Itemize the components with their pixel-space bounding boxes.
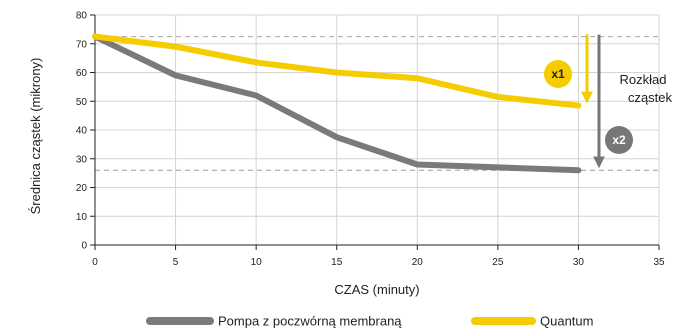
x-axis-title: CZAS (minuty) [334,282,419,297]
badge-x2-circle [605,126,633,154]
distribution-label-line-1: Rozkład [620,72,667,87]
x-tick-labels: 0 5 10 15 20 25 30 35 [92,245,665,268]
x-tick-label-0: 0 [92,257,98,268]
y-tick-label-20: 20 [76,183,88,194]
badge-x1-circle [544,60,572,88]
badge-x2-label: x2 [612,133,626,147]
distribution-label-line-2: cząstek [628,90,673,105]
series-lines [92,33,582,174]
legend-label-1: Pompa z poczwórną membraną [218,314,402,329]
y-tick-label-10: 10 [76,212,88,223]
x-tick-label-25: 25 [492,257,504,268]
x-tick-label-10: 10 [251,257,263,268]
y-tick-label-80: 80 [76,11,88,22]
y-tick-label-30: 30 [76,154,88,165]
badge-x1-label: x1 [551,67,565,81]
series-line-2 [92,33,582,109]
series-line-1 [92,33,582,174]
y-tick-label-40: 40 [76,126,88,137]
x-tick-label-35: 35 [653,257,665,268]
annotation-arrows [581,34,605,169]
y-tick-label-60: 60 [76,68,88,79]
x-tick-label-20: 20 [412,257,424,268]
x-tick-label-30: 30 [573,257,585,268]
y-tick-label-70: 70 [76,39,88,50]
badge-x2: x2 [605,126,633,154]
legend: Pompa z poczwórną membraną Quantum [146,314,593,329]
y-tick-labels: 0 10 20 30 40 50 60 70 80 [76,11,95,252]
y-tick-label-50: 50 [76,97,88,108]
x-tick-label-5: 5 [173,257,179,268]
badge-x1: x1 [544,60,572,88]
y-axis-title: Średnica cząstek (mikrony) [28,58,43,215]
y-tick-label-0: 0 [81,241,87,252]
x-tick-label-15: 15 [331,257,343,268]
legend-label-2: Quantum [540,314,593,329]
